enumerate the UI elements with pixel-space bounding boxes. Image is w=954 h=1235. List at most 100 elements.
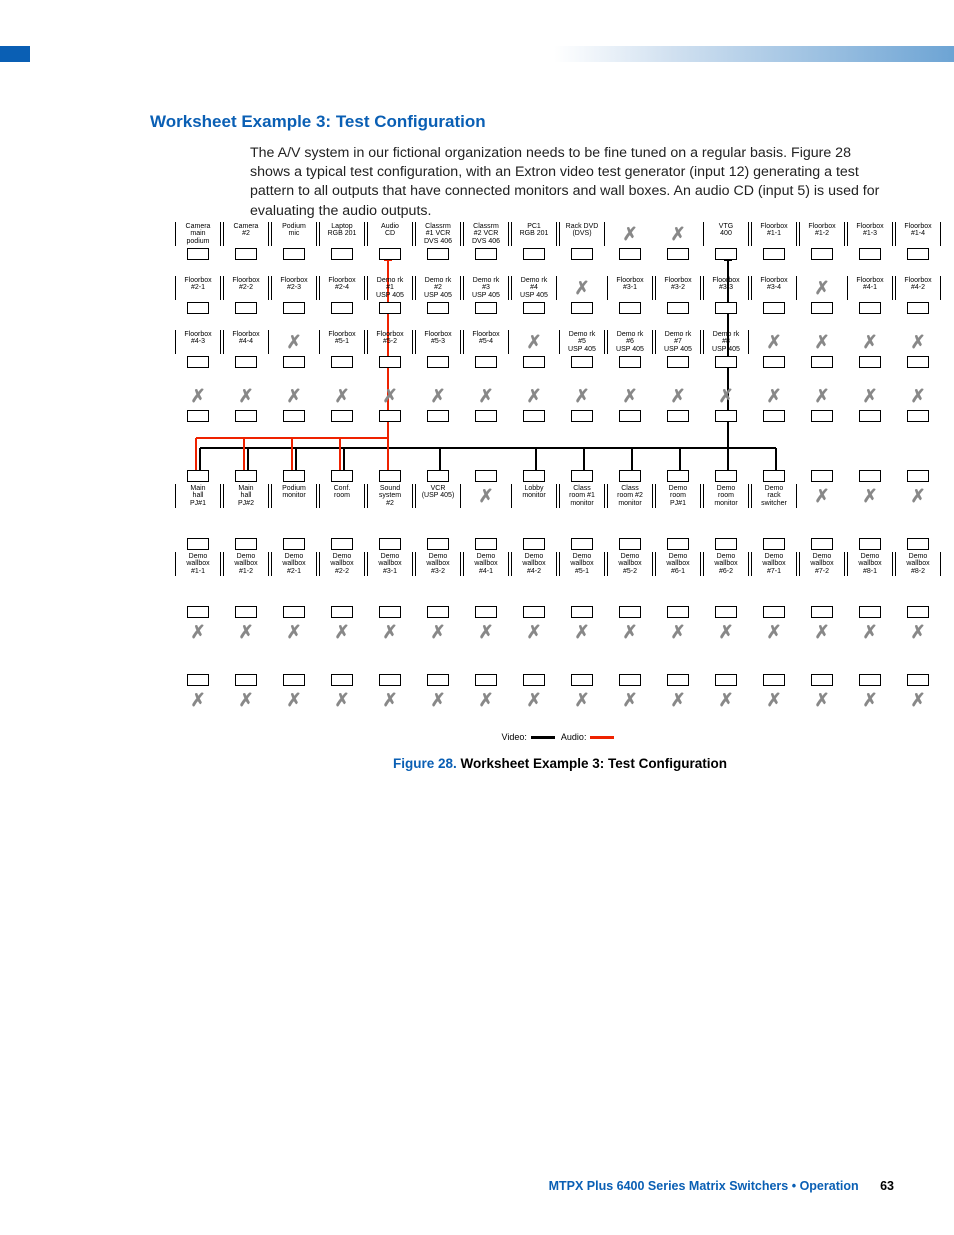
connector-box [715,356,737,368]
input-cell: Floorbox #4-1 [847,276,893,316]
output-cell: ✗ [607,674,653,728]
input-cell: ✗ [511,384,557,424]
output-label: Sound system #2 [367,484,413,508]
x-mark-icon: ✗ [367,688,413,712]
output-label: Demo wallbox #5-1 [559,552,605,576]
input-cell: Floorbox #5-4 [463,330,509,370]
connector-box [571,356,593,368]
input-cell: ✗ [895,330,941,370]
output-cell: ✗ [367,674,413,728]
x-mark-icon: ✗ [463,484,509,508]
output-cell: Demo wallbox #4-2 [511,538,557,592]
input-label: Floorbox #4-3 [175,330,221,354]
legend-audio-label: Audio: [561,732,587,742]
connector-box [379,538,401,550]
input-cell: Demo rk #2 USP 405 [415,276,461,316]
connector-box [667,302,689,314]
connector-box [667,674,689,686]
input-cell: Floorbox #2-4 [319,276,365,316]
connector-box [379,674,401,686]
x-mark-icon: ✗ [559,620,605,644]
connector-box [715,470,737,482]
connector-box [523,356,545,368]
output-label: Demo wallbox #4-1 [463,552,509,576]
input-label: Floorbox #3-4 [751,276,797,300]
connector-box [379,470,401,482]
output-label: Lobby monitor [511,484,557,508]
output-label: Demo wallbox #8-2 [895,552,941,576]
input-cell: Demo rk #4 USP 405 [511,276,557,316]
input-cell: Floorbox #2-1 [175,276,221,316]
connector-box [811,606,833,618]
input-label: Floorbox #4-1 [847,276,893,300]
connector-box [715,606,737,618]
output-label: Demo wallbox #7-2 [799,552,845,576]
input-cell: ✗ [511,330,557,370]
connector-box [811,248,833,260]
input-label: Demo rk #7 USP 405 [655,330,701,354]
output-cell: Demo wallbox #7-1 [751,538,797,592]
input-label: Floorbox #3-1 [607,276,653,300]
input-row: Camera main podiumCamera #2Podium micLap… [175,222,945,262]
x-mark-icon: ✗ [799,688,845,712]
connector-box [331,606,353,618]
connector-box [667,470,689,482]
output-cell: Demo wallbox #6-2 [703,538,749,592]
input-cell: Floorbox #2-2 [223,276,269,316]
input-cell: ✗ [847,384,893,424]
input-cell: ✗ [751,330,797,370]
output-label: Demo wallbox #5-2 [607,552,653,576]
connector-box [523,302,545,314]
input-cell: Demo rk #1 USP 405 [367,276,413,316]
connector-box [811,410,833,422]
connector-box [715,410,737,422]
x-mark-icon: ✗ [847,620,893,644]
x-mark-icon: ✗ [655,222,701,246]
input-cell: Floorbox #5-3 [415,330,461,370]
connector-box [523,606,545,618]
connector-box [475,410,497,422]
input-label: Floorbox #2-4 [319,276,365,300]
input-cell: Demo rk #3 USP 405 [463,276,509,316]
input-label: Floorbox #3-3 [703,276,749,300]
x-mark-icon: ✗ [319,620,365,644]
output-cell: ✗ [895,606,941,660]
output-label: VCR (USP 405) [415,484,461,508]
input-cell: ✗ [223,384,269,424]
connector-box [523,248,545,260]
connector-box [907,248,929,260]
input-label: Floorbox #2-3 [271,276,317,300]
input-cell: ✗ [175,384,221,424]
x-mark-icon: ✗ [895,330,941,354]
connector-box [859,356,881,368]
input-cell: ✗ [799,276,845,316]
output-label: Demo rack switcher [751,484,797,508]
input-label: Floorbox #5-1 [319,330,365,354]
connector-box [283,356,305,368]
connector-box [379,410,401,422]
input-cell: Demo rk #8 USP 405 [703,330,749,370]
output-cell: ✗ [703,674,749,728]
output-cell: Demo rack switcher [751,470,797,524]
output-row: Main hall PJ#1Main hall PJ#2Podium monit… [175,470,945,524]
connector-box [187,538,209,550]
output-cell: Sound system #2 [367,470,413,524]
connector-box [667,606,689,618]
video-line-sample [531,736,555,739]
output-cell: Demo wallbox #5-1 [559,538,605,592]
input-cell: Camera #2 [223,222,269,262]
input-cell: ✗ [655,384,701,424]
connector-box [571,674,593,686]
x-mark-icon: ✗ [511,688,557,712]
x-mark-icon: ✗ [703,688,749,712]
input-label: Floorbox #1-1 [751,222,797,246]
output-cell: ✗ [463,674,509,728]
input-label: Classrm #1 VCR DVS 406 [415,222,461,246]
connector-box [667,356,689,368]
output-row: ✗✗✗✗✗✗✗✗✗✗✗✗✗✗✗✗ [175,606,945,660]
output-cell: ✗ [223,674,269,728]
output-label: Main hall PJ#1 [175,484,221,508]
x-mark-icon: ✗ [463,688,509,712]
output-cell: Demo wallbox #3-2 [415,538,461,592]
input-cell: Laptop RGB 201 [319,222,365,262]
